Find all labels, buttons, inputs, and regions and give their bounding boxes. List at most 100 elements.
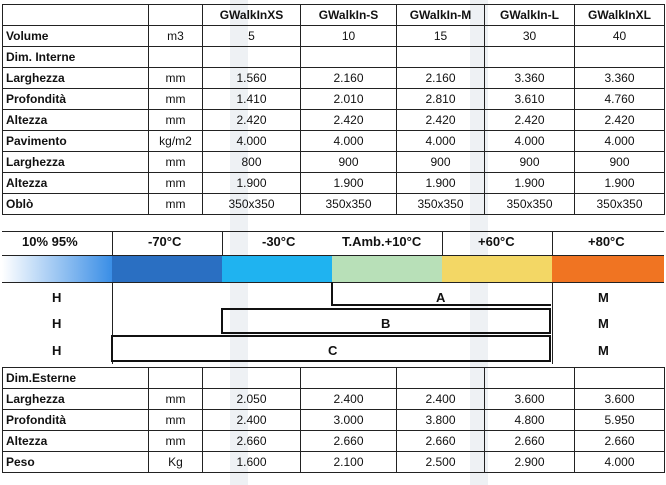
table-row: Peso Kg 1.600 2.100 2.500 2.900 4.000	[2, 451, 665, 473]
value-cell: 5	[202, 25, 301, 47]
value-cell: 2.660	[202, 430, 301, 452]
row-label: Peso	[2, 451, 149, 473]
value-cell: 350x350	[574, 193, 665, 215]
value-cell: 1.560	[202, 67, 301, 89]
humidity-gradient-segment	[2, 255, 112, 283]
unit-header-cell	[148, 4, 203, 26]
value-cell: 2.660	[484, 430, 575, 452]
value-cell: 800	[202, 151, 301, 173]
temp-segment-green	[332, 255, 442, 283]
value-cell	[396, 367, 485, 389]
table-row: Pavimento kg/m2 4.000 4.000 4.000 4.000 4.000	[2, 130, 665, 152]
range-left-label: H	[52, 290, 62, 305]
range-letter: B	[381, 316, 391, 331]
table-row: Profondità mm 2.400 3.000 3.800 4.800 5.950	[2, 409, 665, 431]
value-cell: 3.600	[484, 388, 575, 410]
value-cell: 4.000	[396, 130, 485, 152]
value-cell: 1.900	[574, 172, 665, 194]
value-cell: 2.400	[396, 388, 485, 410]
range-letter: C	[328, 343, 338, 358]
row-label: Profondità	[2, 409, 149, 431]
value-cell: 1.900	[300, 172, 397, 194]
row-label: Pavimento	[2, 130, 149, 152]
value-cell: 2.660	[396, 430, 485, 452]
value-cell: 350x350	[300, 193, 397, 215]
value-cell: 3.000	[300, 409, 397, 431]
corner-cell	[2, 4, 149, 26]
range-left-label: H	[52, 316, 62, 331]
model-header: GWalkInXS	[202, 4, 301, 26]
range-right-label: M	[598, 316, 609, 331]
table-row: Larghezza mm 2.050 2.400 2.400 3.600 3.600	[2, 388, 665, 410]
table-row: Altezza mm 2.660 2.660 2.660 2.660 2.660	[2, 430, 665, 452]
unit-cell: mm	[148, 193, 203, 215]
range-bracket-b	[221, 308, 551, 334]
value-cell: 3.360	[484, 67, 575, 89]
table-row: Larghezza mm 1.560 2.160 2.160 3.360 3.360	[2, 67, 665, 89]
range-right-label: M	[598, 343, 609, 358]
model-header: GWalkInXL	[574, 4, 665, 26]
row-label: Altezza	[2, 172, 149, 194]
humidity-label: 10% 95%	[22, 234, 78, 249]
value-cell: 350x350	[396, 193, 485, 215]
row-label: Volume	[2, 25, 149, 47]
header-row: GWalkInXS GWalkIn-S GWalkIn-M GWalkIn-L …	[2, 4, 665, 26]
value-cell: 15	[396, 25, 485, 47]
value-cell: 2.420	[396, 109, 485, 131]
value-cell: 30	[484, 25, 575, 47]
value-cell	[484, 46, 575, 68]
row-label: Larghezza	[2, 67, 149, 89]
value-cell	[574, 367, 665, 389]
value-cell	[202, 46, 301, 68]
value-cell: 900	[574, 151, 665, 173]
value-cell: 1.600	[202, 451, 301, 473]
value-cell: 1.900	[202, 172, 301, 194]
value-cell: 1.900	[396, 172, 485, 194]
temp-label: -70°C	[148, 234, 182, 249]
row-label: Larghezza	[2, 388, 149, 410]
unit-cell: mm	[148, 88, 203, 110]
value-cell: 2.500	[396, 451, 485, 473]
value-cell: 10	[300, 25, 397, 47]
value-cell: 4.760	[574, 88, 665, 110]
value-cell: 1.900	[484, 172, 575, 194]
model-header: GWalkIn-L	[484, 4, 575, 26]
value-cell: 4.000	[202, 130, 301, 152]
unit-cell: kg/m2	[148, 130, 203, 152]
value-cell: 4.000	[300, 130, 397, 152]
value-cell: 350x350	[202, 193, 301, 215]
value-cell: 900	[300, 151, 397, 173]
unit-cell: mm	[148, 388, 203, 410]
table-row: Dim. Interne	[2, 46, 665, 68]
value-cell: 4.800	[484, 409, 575, 431]
value-cell: 2.420	[300, 109, 397, 131]
value-cell: 4.000	[574, 130, 665, 152]
value-cell	[574, 46, 665, 68]
range-bracket-a	[331, 282, 551, 306]
value-cell: 3.360	[574, 67, 665, 89]
table-row: Larghezza mm 800 900 900 900 900	[2, 151, 665, 173]
value-cell: 350x350	[484, 193, 575, 215]
unit-cell: mm	[148, 151, 203, 173]
row-label: Altezza	[2, 430, 149, 452]
value-cell: 2.160	[300, 67, 397, 89]
value-cell: 2.420	[574, 109, 665, 131]
range-right-label: M	[598, 290, 609, 305]
internal-dimensions-table: GWalkInXS GWalkIn-S GWalkIn-M GWalkIn-L …	[2, 4, 665, 215]
value-cell	[484, 367, 575, 389]
external-dimensions-table: Dim.Esterne Larghezza mm 2.050 2.400 2.400 3.6…	[2, 367, 665, 473]
unit-cell: mm	[148, 172, 203, 194]
unit-cell	[148, 46, 203, 68]
value-cell: 2.660	[574, 430, 665, 452]
row-label: Dim. Interne	[2, 46, 149, 68]
value-cell: 2.900	[484, 451, 575, 473]
value-cell: 4.000	[484, 130, 575, 152]
value-cell: 5.950	[574, 409, 665, 431]
value-cell: 4.000	[574, 451, 665, 473]
value-cell: 1.410	[202, 88, 301, 110]
model-header: GWalkIn-M	[396, 4, 485, 26]
model-header: GWalkIn-S	[300, 4, 397, 26]
row-label: Profondità	[2, 88, 149, 110]
value-cell: 2.660	[300, 430, 397, 452]
